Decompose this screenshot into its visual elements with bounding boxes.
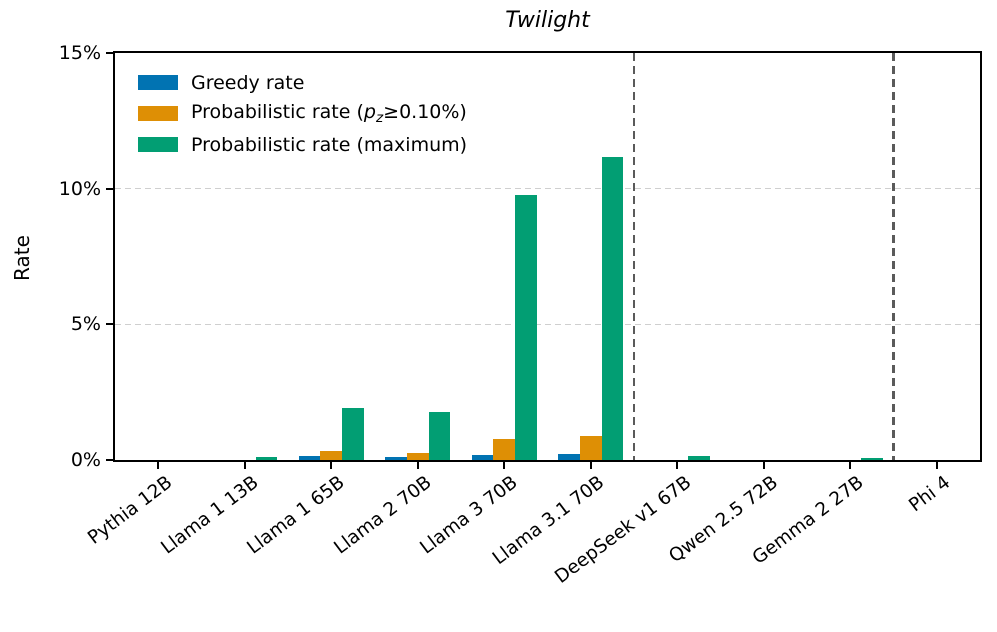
bar: [861, 458, 883, 460]
legend-item: Probabilistic rate (pz≥0.10%): [138, 98, 467, 129]
bar: [320, 451, 342, 460]
bar: [493, 439, 515, 460]
y-tick-label: 5%: [70, 313, 101, 336]
bar: [298, 456, 321, 460]
legend-item: Greedy rate: [138, 67, 467, 98]
legend-label-segment: Greedy rate: [191, 71, 305, 94]
y-tick-mark: [106, 458, 113, 462]
legend-label: Greedy rate: [191, 72, 304, 94]
separator-line: [632, 53, 636, 460]
x-tick-mark: [503, 462, 506, 469]
legend-swatch: [138, 106, 178, 121]
x-tick-mark: [243, 462, 246, 469]
x-tick-mark: [676, 462, 679, 469]
chart-title: Twilight: [505, 8, 590, 33]
x-tick-mark: [330, 462, 333, 469]
x-tick-mark: [935, 462, 938, 469]
gridline: [115, 187, 980, 190]
legend-label-segment: ≥0.10%): [383, 101, 467, 124]
legend-label-segment: z: [375, 109, 384, 126]
bar: [579, 436, 602, 460]
y-tick-label: 10%: [58, 177, 101, 200]
separator-line: [892, 53, 895, 460]
gridline: [115, 323, 980, 326]
legend-swatch: [138, 75, 178, 90]
bar: [428, 411, 451, 460]
bar: [342, 408, 364, 460]
legend-label: Probabilistic rate (pz≥0.10%): [191, 101, 467, 126]
bar: [255, 457, 278, 460]
x-tick-mark: [157, 462, 160, 469]
x-tick-mark: [589, 462, 592, 469]
x-tick-label: Phi 4: [905, 472, 955, 517]
y-tick-mark: [106, 187, 113, 190]
legend-label-segment: p: [363, 101, 376, 124]
y-tick-mark: [106, 323, 113, 326]
x-tick-mark: [849, 462, 852, 469]
bar: [515, 195, 537, 460]
legend-swatch: [138, 137, 178, 152]
bar: [471, 454, 494, 460]
y-tick-label: 0%: [70, 449, 101, 471]
x-tick-mark: [416, 462, 419, 469]
legend-item: Probabilistic rate (maximum): [138, 129, 467, 160]
y-tick-mark: [106, 51, 113, 55]
y-tick-label: 15%: [58, 42, 101, 64]
legend-label: Probabilistic rate (maximum): [191, 134, 467, 156]
legend: Greedy rate Probabilistic rate (pz≥0.10%)…: [138, 67, 467, 160]
legend-label-segment: Probabilistic rate (: [191, 101, 364, 124]
bar: [406, 453, 429, 460]
bar: [688, 455, 710, 460]
y-axis-label: Rate: [10, 235, 34, 281]
bar: [558, 453, 580, 460]
x-tick-mark: [762, 462, 765, 469]
bar: [601, 157, 624, 460]
bar: [385, 457, 407, 460]
plot-area: [115, 53, 980, 460]
legend-label-segment: Probabilistic rate (maximum): [191, 133, 468, 156]
